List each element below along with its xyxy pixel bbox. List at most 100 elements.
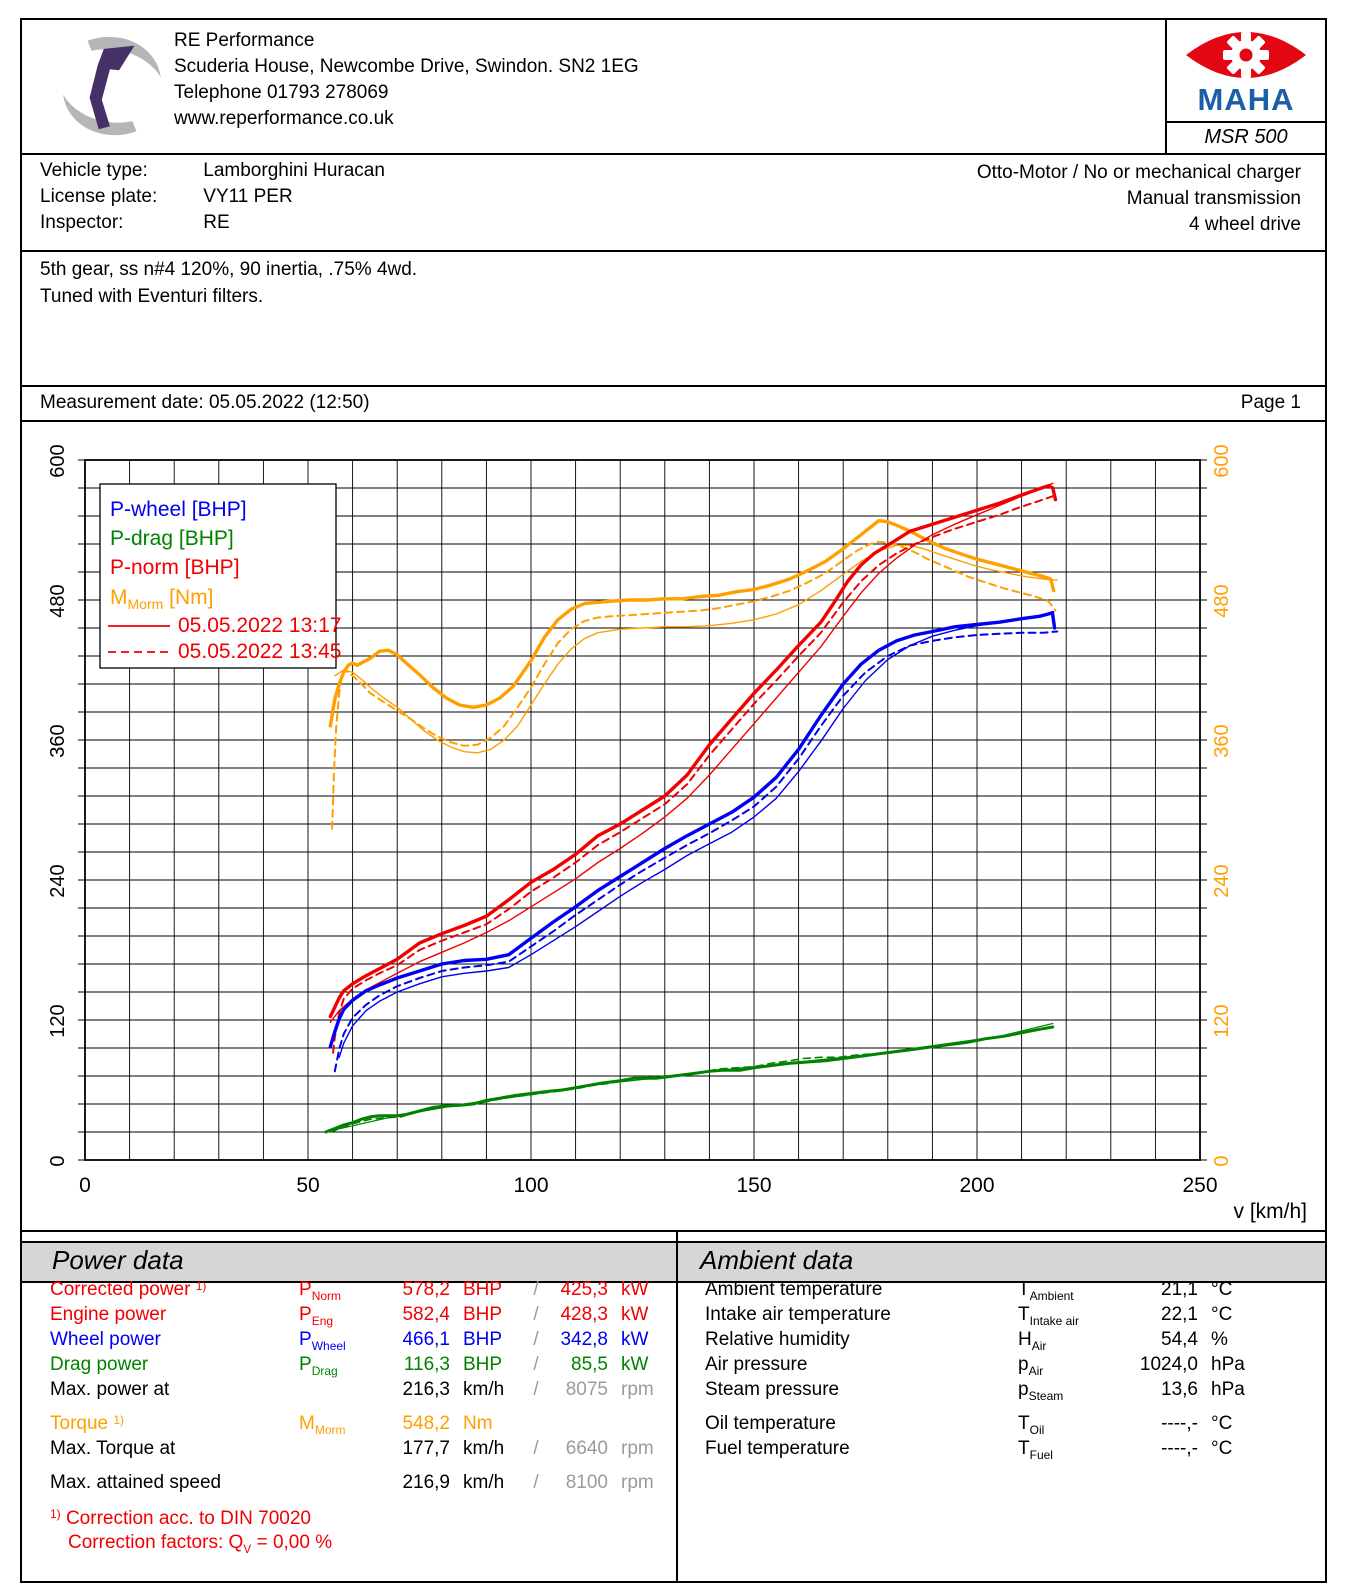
power-row-value-2: 428,3 — [560, 1304, 608, 1325]
ambient-row-symbol: TOil — [1018, 1413, 1045, 1437]
curve-m-morm-thin-run — [334, 544, 1059, 754]
ambient-data-row: Oil temperature TOil ----,- °C — [678, 1413, 1325, 1438]
power-row-label: Max. attained speed — [50, 1472, 222, 1493]
power-row-separator: / — [533, 1472, 539, 1493]
device-model: MSR 500 — [1167, 121, 1325, 153]
power-row-symbol: PWheel — [299, 1329, 346, 1353]
footnote-correction-factors: Correction factors: QV = 0,00 % — [68, 1532, 333, 1556]
vehicle-info-section: Vehicle type: Lamborghini Huracan Licens… — [22, 153, 1325, 252]
chart-series — [324, 482, 1059, 1134]
power-row-unit-1: Nm — [463, 1413, 493, 1434]
power-row-separator: / — [533, 1279, 539, 1300]
power-row-value-1: 582,4 — [402, 1304, 450, 1325]
ambient-row-symbol: HAir — [1018, 1329, 1047, 1353]
logo-r-mark — [89, 45, 135, 130]
power-row-value-2: 6640 — [565, 1438, 608, 1459]
power-row-unit-1: BHP — [463, 1354, 503, 1375]
power-row-unit-2: kW — [621, 1279, 649, 1300]
power-row-label: Max. power at — [50, 1379, 170, 1400]
ambient-data-row: Ambient temperature TAmbient 21,1 °C — [678, 1279, 1325, 1304]
ambient-data-row: Air pressure pAir 1024,0 hPa — [678, 1354, 1325, 1379]
vehicle-type-row: Vehicle type: Lamborghini Huracan — [40, 160, 385, 186]
curve-p-wheel-05-05-2022-13-17 — [328, 611, 1057, 1049]
power-row-label: Corrected power 1) — [50, 1279, 207, 1300]
curve-p-norm-05-05-2022-13-17 — [328, 483, 1058, 1019]
x-axis-title: v [km/h] — [1233, 1200, 1307, 1223]
ambient-data-row: Fuel temperature TFuel ----,- °C — [678, 1438, 1325, 1463]
engine-info-block: Otto-Motor / No or mechanical charger Ma… — [977, 160, 1301, 238]
ambient-row-label: Relative humidity — [705, 1329, 850, 1350]
y-axis-right-tick: 600 — [1211, 444, 1233, 477]
power-row-unit-2: kW — [621, 1304, 649, 1325]
power-row-symbol: PNorm — [299, 1279, 342, 1303]
power-row-separator: / — [533, 1379, 539, 1400]
power-row-separator: / — [533, 1354, 539, 1375]
maha-brand-text: MAHA — [1198, 82, 1295, 117]
power-row-unit-1: km/h — [463, 1472, 505, 1493]
curve-p-drag-thin-run — [329, 1022, 1054, 1132]
legend-item: P-norm [BHP] — [110, 556, 240, 579]
y-axis-left-tick: 360 — [47, 724, 69, 757]
power-row-separator: / — [533, 1438, 539, 1459]
ambient-row-symbol: TIntake air — [1018, 1304, 1079, 1328]
legend-run-label: 05.05.2022 13:45 — [178, 640, 342, 663]
power-row-value-1: 216,9 — [402, 1472, 450, 1493]
data-tables-section: Power data Corrected power 1) PNorm 578,2 B… — [22, 1230, 1325, 1583]
ambient-row-unit: °C — [1211, 1413, 1233, 1434]
legend-item: P-wheel [BHP] — [110, 498, 247, 521]
vehicle-type-value: Lamborghini Huracan — [203, 160, 385, 181]
ambient-row-unit: % — [1211, 1329, 1228, 1350]
legend-box — [99, 483, 337, 669]
legend-item: P-drag [BHP] — [110, 527, 234, 550]
power-data-row: Engine power PEng 582,4 BHP / 428,3 kW — [22, 1304, 676, 1329]
curve-m-morm-05-05-2022-13-45 — [331, 540, 1057, 830]
ambient-data-row: Relative humidity HAir 54,4% — [678, 1329, 1325, 1354]
company-address: Scuderia House, Newcombe Drive, Swindon.… — [174, 56, 639, 77]
ambient-row-label: Fuel temperature — [705, 1438, 850, 1459]
ambient-row-symbol: pSteam — [1018, 1379, 1064, 1403]
company-block: RE Performance Scuderia House, Newcombe … — [174, 28, 639, 132]
power-row-value-1: 116,3 — [403, 1354, 450, 1375]
license-plate-label: License plate: — [40, 186, 158, 207]
y-axis-right-tick: 480 — [1211, 584, 1233, 617]
logo-swoosh-top — [87, 36, 161, 78]
maha-gear-icon — [1223, 32, 1269, 78]
ambient-row-unit: °C — [1211, 1279, 1233, 1300]
y-axis-left-tick: 0 — [47, 1155, 69, 1166]
power-row-value-1: 548,2 — [402, 1413, 450, 1434]
power-row-unit-2: kW — [621, 1354, 649, 1375]
report-page: RE Performance Scuderia House, Newcombe … — [20, 18, 1327, 1583]
engine-type: Otto-Motor / No or mechanical charger — [976, 162, 1301, 183]
x-axis-tick: 0 — [79, 1174, 91, 1197]
chart-legend: P-wheel [BHP] P-drag [BHP] P-norm [BHP] MMo… — [99, 483, 342, 669]
power-row-separator: / — [533, 1329, 539, 1350]
maha-logo: MAHA — [1186, 32, 1306, 117]
power-row-unit-1: km/h — [463, 1379, 505, 1400]
curve-p-wheel-thin-run — [338, 610, 1055, 1058]
license-plate-value: VY11 PER — [203, 186, 293, 207]
power-row-symbol: PEng — [299, 1304, 334, 1328]
legend-item: MMorm [Nm] — [110, 586, 213, 612]
power-row-value-1: 177,7 — [402, 1438, 450, 1459]
power-row-symbol: MMorm — [299, 1413, 346, 1437]
power-row-value-2: 8100 — [565, 1472, 608, 1493]
ambient-row-unit: °C — [1211, 1438, 1233, 1459]
ambient-row-label: Oil temperature — [705, 1413, 836, 1434]
notes-section: 5th gear, ss n#4 120%, 90 inertia, .75% … — [22, 250, 1325, 387]
ambient-row-label: Intake air temperature — [705, 1304, 891, 1325]
power-row-value-2: 342,8 — [560, 1329, 608, 1350]
power-row-unit-1: BHP — [463, 1304, 503, 1325]
power-row-unit-1: BHP — [463, 1279, 503, 1300]
curve-m-morm-05-05-2022-13-17 — [328, 518, 1056, 728]
ambient-row-label: Air pressure — [705, 1354, 808, 1375]
power-row-unit-2: rpm — [621, 1472, 654, 1493]
power-data-row: Drag power PDrag 116,3 BHP / 85,5 kW — [22, 1354, 676, 1379]
power-data-row: Corrected power 1) PNorm 578,2 BHP / 425,3 kW — [22, 1279, 676, 1304]
ambient-row-value: ----,- — [1161, 1438, 1198, 1459]
ambient-data-header: Ambient data — [678, 1241, 1325, 1283]
power-data-header: Power data — [22, 1241, 676, 1283]
ambient-row-value: 54,4 — [1161, 1329, 1198, 1350]
company-website: www.reperformance.co.uk — [174, 108, 394, 129]
ambient-row-symbol: TAmbient — [1018, 1279, 1074, 1303]
curve-p-wheel-05-05-2022-13-45 — [333, 630, 1059, 1073]
